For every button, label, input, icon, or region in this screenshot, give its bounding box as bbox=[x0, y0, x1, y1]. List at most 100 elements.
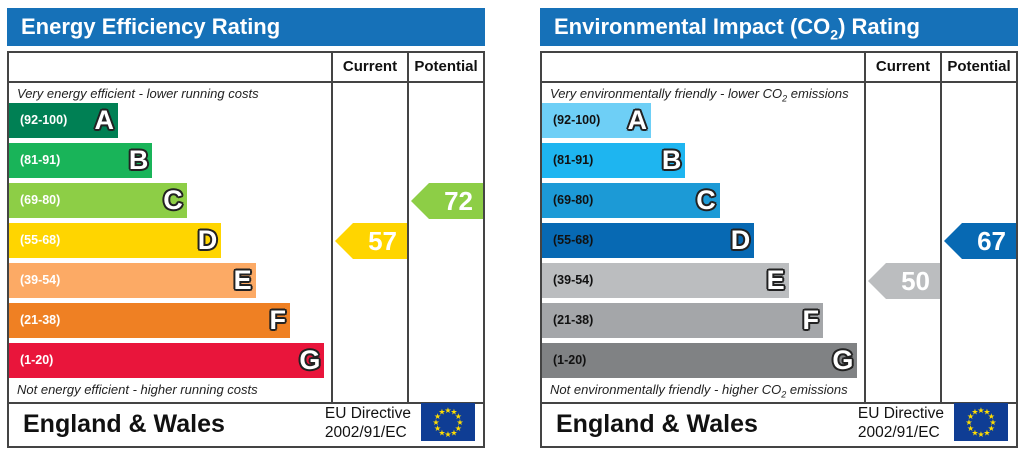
band-range-label: (55-68) bbox=[20, 233, 61, 247]
potential-rating-arrow: 72 bbox=[411, 183, 483, 219]
band-range-label: (21-38) bbox=[553, 313, 594, 327]
top-note-sub: 2 bbox=[782, 93, 788, 104]
bottom-note: Not environmentally friendly - higher CO… bbox=[550, 382, 848, 400]
potential-rating-value: 72 bbox=[444, 186, 473, 216]
band-letter: D bbox=[730, 225, 751, 255]
band-a: (92-100) A bbox=[9, 103, 118, 138]
band-letter: F bbox=[802, 305, 820, 335]
band-a: (92-100) A bbox=[542, 103, 651, 138]
current-rating-arrow: 57 bbox=[335, 223, 407, 259]
directive-line-1: EU Directive bbox=[857, 405, 944, 422]
rating-frame: Current Potential Very energy efficient … bbox=[7, 51, 485, 448]
region-label: England & Wales bbox=[23, 410, 225, 438]
band-letter: E bbox=[233, 265, 252, 295]
panel-title: Energy Efficiency Rating bbox=[7, 8, 485, 46]
star-icon: ★ bbox=[988, 424, 995, 433]
region-label: England & Wales bbox=[556, 410, 758, 438]
rating-frame: Current Potential Very environmentally f… bbox=[540, 51, 1018, 448]
eu-directive: EU Directive 2002/91/EC bbox=[325, 404, 411, 442]
star-icon: ★ bbox=[967, 412, 974, 421]
potential-arrow-polygon bbox=[411, 183, 483, 219]
potential-arrow-shape bbox=[411, 183, 483, 219]
top-note-end: emissions bbox=[787, 86, 849, 101]
band-e: (39-54) E bbox=[9, 263, 256, 298]
band-range-label: (39-54) bbox=[20, 273, 61, 287]
current-arrow-polygon bbox=[868, 263, 940, 299]
band-f: (21-38) F bbox=[542, 303, 823, 338]
star-icon: ★ bbox=[971, 408, 978, 417]
bottom-note-end: emissions bbox=[786, 382, 848, 397]
current-rating-value: 57 bbox=[368, 226, 397, 256]
title-subscript: 2 bbox=[830, 26, 839, 43]
current-column-header: Current bbox=[875, 58, 931, 75]
current-arrow-polygon bbox=[335, 223, 407, 259]
band-letter: D bbox=[197, 225, 218, 255]
band-range-label: (69-80) bbox=[553, 193, 594, 207]
eu-stars: ★★★★★★★★★★★★ bbox=[432, 406, 463, 439]
band-range-label: (92-100) bbox=[553, 113, 601, 127]
star-icon: ★ bbox=[450, 408, 457, 417]
band-d: (55-68) D bbox=[9, 223, 222, 258]
band-letter: A bbox=[627, 105, 648, 135]
current-arrow-shape bbox=[335, 223, 407, 259]
title-end: ) Rating bbox=[838, 14, 920, 39]
star-icon: ★ bbox=[965, 418, 972, 427]
star-icon: ★ bbox=[438, 428, 445, 437]
star-icon: ★ bbox=[989, 418, 996, 427]
eu-directive: EU Directive 2002/91/EC bbox=[858, 404, 944, 442]
band-letter: F bbox=[269, 305, 287, 335]
band-range-label: (21-38) bbox=[20, 313, 61, 327]
top-note-main: Very environmentally friendly - lower CO bbox=[550, 86, 783, 101]
top-note: Very energy efficient - lower running co… bbox=[17, 86, 259, 101]
band-letter: A bbox=[94, 105, 115, 135]
star-icon: ★ bbox=[432, 418, 439, 427]
eu-flag-icon: ★ ★ ★ ★ ★ ★ ★ ★ ★ ★ ★ ★ bbox=[954, 403, 1008, 441]
directive-line-2: 2002/91/EC bbox=[324, 424, 407, 441]
potential-rating-value: 67 bbox=[977, 226, 1006, 256]
band-letter: C bbox=[163, 185, 183, 215]
band-b: (81-91) B bbox=[9, 143, 153, 178]
band-range-label: (81-91) bbox=[20, 153, 61, 167]
band-range-label: (39-54) bbox=[553, 273, 594, 287]
potential-column-header: Potential bbox=[947, 58, 1011, 75]
star-icon: ★ bbox=[444, 430, 451, 439]
star-icon: ★ bbox=[983, 408, 990, 417]
star-icon: ★ bbox=[455, 424, 462, 433]
star-icon: ★ bbox=[456, 418, 463, 427]
star-icon: ★ bbox=[977, 430, 984, 439]
eu-flag-icon: ★ ★ ★ ★ ★ ★ ★ ★ ★ ★ ★ ★ bbox=[421, 403, 475, 441]
band-c: (69-80) C bbox=[9, 183, 187, 218]
eu-stars: ★★★★★★★★★★★★ bbox=[965, 406, 996, 439]
potential-arrow-shape bbox=[944, 223, 1016, 259]
directive-line-1: EU Directive bbox=[324, 405, 411, 422]
top-note: Very environmentally friendly - lower CO… bbox=[550, 86, 849, 104]
bottom-note-sub: 2 bbox=[781, 389, 787, 400]
energy-efficiency-panel: Energy Efficiency Rating Current Potenti… bbox=[7, 8, 485, 448]
band-range-label: (81-91) bbox=[553, 153, 594, 167]
current-arrow-shape bbox=[868, 263, 940, 299]
directive-line-2: 2002/91/EC bbox=[857, 424, 940, 441]
band-letter: E bbox=[766, 265, 785, 295]
band-letter: C bbox=[696, 185, 716, 215]
band-g: (1-20) G bbox=[9, 343, 325, 378]
band-range-label: (69-80) bbox=[20, 193, 61, 207]
band-letter: B bbox=[128, 145, 149, 175]
band-f: (21-38) F bbox=[9, 303, 290, 338]
star-icon: ★ bbox=[971, 428, 978, 437]
star-icon: ★ bbox=[434, 412, 441, 421]
band-e: (39-54) E bbox=[542, 263, 789, 298]
band-letter: G bbox=[832, 345, 854, 375]
star-icon: ★ bbox=[988, 412, 995, 421]
band-d: (55-68) D bbox=[542, 223, 755, 258]
current-rating-arrow: 50 bbox=[868, 263, 940, 299]
potential-arrow-polygon bbox=[944, 223, 1016, 259]
band-letter: G bbox=[299, 345, 321, 375]
bottom-note: Not energy efficient - higher running co… bbox=[17, 382, 258, 397]
panel-title: Environmental Impact (CO2) Rating bbox=[540, 8, 1018, 46]
star-icon: ★ bbox=[450, 428, 457, 437]
title-main: Environmental Impact (CO bbox=[554, 14, 831, 39]
band-range-label: (55-68) bbox=[553, 233, 594, 247]
star-icon: ★ bbox=[967, 424, 974, 433]
band-range-label: (1-20) bbox=[20, 353, 54, 367]
band-range-label: (92-100) bbox=[20, 113, 68, 127]
